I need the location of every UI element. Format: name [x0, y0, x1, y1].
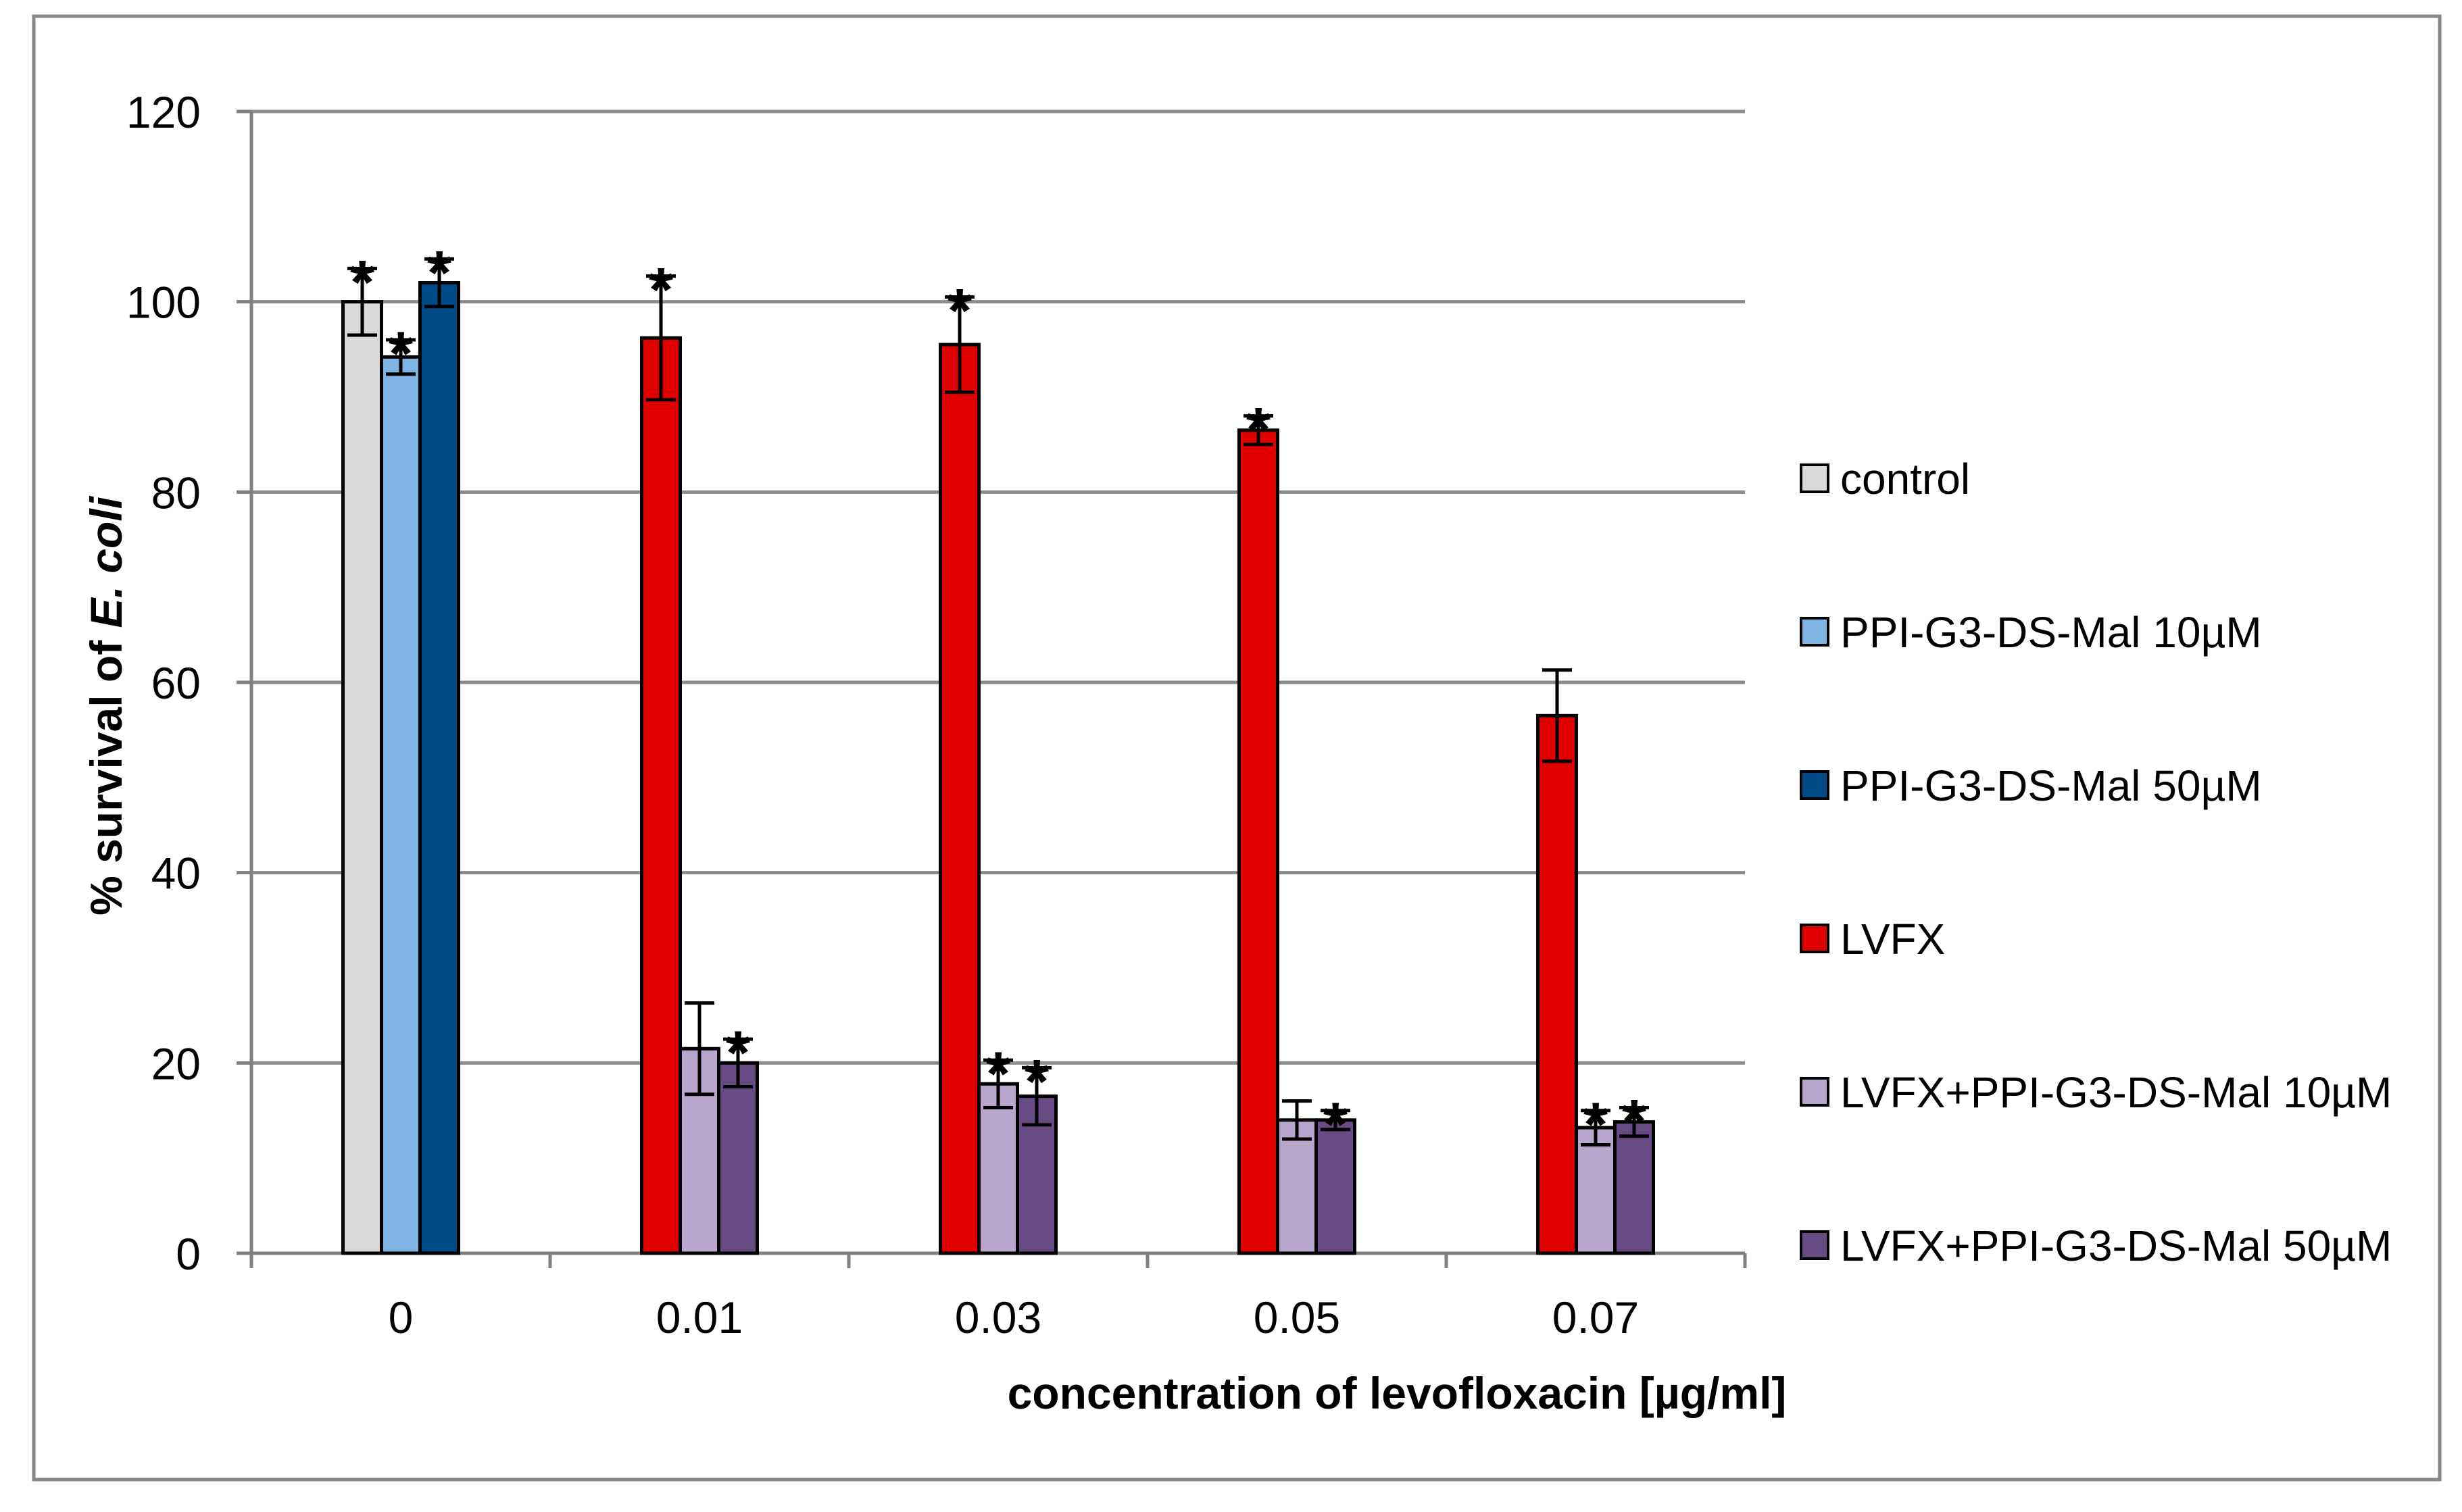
- significance-star: *: [1622, 1088, 1646, 1157]
- significance-star: *: [389, 320, 413, 388]
- legend-swatch: [1800, 1230, 1829, 1260]
- significance-star: *: [427, 238, 451, 307]
- x-tick-label: 0.01: [656, 1292, 743, 1342]
- x-tick-label: 0.07: [1552, 1292, 1639, 1342]
- bar: [1575, 1126, 1617, 1255]
- significance-star: *: [649, 256, 673, 325]
- significance-star: *: [350, 248, 374, 317]
- legend-label: PPI-G3-DS-Mal 50µM: [1840, 761, 2262, 810]
- x-tick-label: 0: [389, 1292, 414, 1342]
- y-tick-label: 0: [176, 1229, 201, 1279]
- y-axis-title-prefix: % survival of: [81, 628, 131, 915]
- y-tick-label: 40: [151, 849, 201, 899]
- y-axis-title: % survival of E. coli: [81, 495, 131, 915]
- legend-swatch: [1800, 1077, 1829, 1107]
- x-tick-label: 0.05: [1254, 1292, 1340, 1342]
- legend-label: control: [1840, 455, 1970, 503]
- bar: [717, 1061, 759, 1255]
- x-tick-label: 0.03: [955, 1292, 1041, 1342]
- significance-markers: *** **** *** * *: [350, 238, 1646, 1159]
- tick-labels: 0 20 40 60 80 100 120 0 0.01 0.03 0.05 0.07: [126, 87, 1639, 1342]
- error-bars: [347, 257, 1649, 1146]
- y-axis-title-italic: E. coli: [81, 495, 131, 628]
- bar: [1536, 713, 1578, 1255]
- significance-star: *: [947, 277, 972, 346]
- legend: control PPI-G3-DS-Mal 10µM PPI-G3-DS-Mal 5…: [1800, 455, 2392, 1270]
- legend-label: LVFX+PPI-G3-DS-Mal 10µM: [1840, 1068, 2392, 1117]
- bar: [380, 355, 422, 1255]
- y-tick-label: 60: [151, 658, 201, 708]
- legend-swatch: [1800, 463, 1829, 493]
- y-tick-label: 100: [126, 278, 201, 328]
- legend-label: LVFX+PPI-G3-DS-Mal 50µM: [1840, 1221, 2392, 1270]
- y-tick-label: 120: [126, 87, 201, 137]
- significance-star: *: [1246, 396, 1271, 465]
- bar: [640, 336, 682, 1255]
- significance-star: *: [1323, 1090, 1348, 1159]
- y-tick-label: 20: [151, 1038, 201, 1088]
- significance-star: *: [1025, 1047, 1049, 1116]
- legend-swatch: [1800, 924, 1829, 953]
- bar: [341, 300, 383, 1255]
- significance-star: *: [1583, 1090, 1608, 1159]
- gridlines: [251, 109, 1745, 1065]
- bar: [418, 281, 460, 1255]
- legend-swatch: [1800, 770, 1829, 800]
- bar: [939, 343, 981, 1255]
- significance-star: *: [986, 1040, 1010, 1109]
- legend-label: LVFX: [1840, 915, 1945, 963]
- significance-star: *: [726, 1019, 750, 1088]
- legend-swatch: [1800, 617, 1829, 647]
- x-axis-title: concentration of levofloxacin [µg/ml]: [1008, 1368, 1787, 1418]
- legend-label: PPI-G3-DS-Mal 10µM: [1840, 608, 2262, 657]
- bar: [1237, 428, 1279, 1255]
- y-tick-label: 80: [151, 468, 201, 518]
